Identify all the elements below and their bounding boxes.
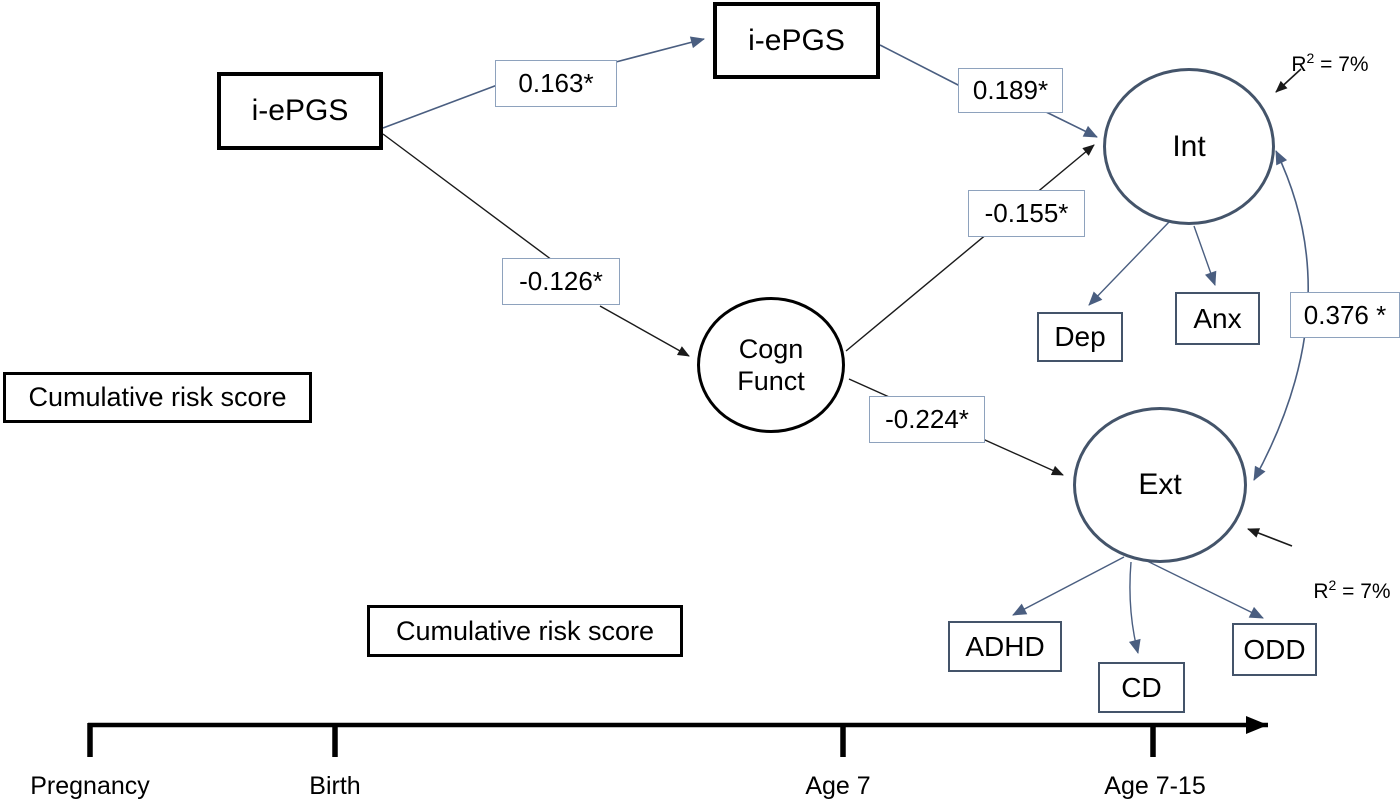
coef-cogn-to-ext-value: -0.224* bbox=[885, 404, 969, 434]
node-cumulative-risk-pregnancy: Cumulative risk score bbox=[3, 372, 312, 423]
coef-iepgs-to-iepgs-value: 0.163* bbox=[518, 68, 594, 98]
node-iepgs-pregnancy-label: i-ePGS bbox=[251, 94, 349, 127]
coef-int-ext-covariance-value: 0.376 * bbox=[1303, 299, 1387, 330]
node-odd: ODD bbox=[1232, 623, 1317, 676]
coef-cogn-to-ext: -0.224* bbox=[869, 396, 985, 443]
timeline-label-age715: Age 7-15 bbox=[1104, 772, 1206, 800]
coef-iepgs-to-int-value: 0.189* bbox=[972, 75, 1049, 105]
node-dep: Dep bbox=[1037, 312, 1123, 362]
r2-ext-annotation: R2 = 7% bbox=[1313, 577, 1391, 603]
line-iepgs-to-coef-0163 bbox=[382, 83, 501, 129]
arrow-ext-to-cd bbox=[1128, 561, 1141, 654]
node-cd-label: CD bbox=[1121, 671, 1162, 703]
arrow-ext-to-adhd bbox=[1012, 556, 1125, 616]
coef-iepgs-to-cogn-value: -0.126* bbox=[519, 266, 603, 296]
arrow-int-to-dep bbox=[1088, 220, 1171, 306]
node-adhd: ADHD bbox=[948, 621, 1062, 672]
node-iepgs-birth: i-ePGS bbox=[713, 2, 880, 79]
arrow-coef-m0126-to-cogn bbox=[599, 305, 690, 357]
node-int: Int bbox=[1103, 68, 1275, 225]
node-int-label: Int bbox=[1172, 129, 1206, 163]
arrow-coef-0189-to-int bbox=[1041, 109, 1098, 138]
coef-iepgs-to-cogn: -0.126* bbox=[502, 258, 620, 305]
node-adhd-label: ADHD bbox=[965, 630, 1045, 662]
coef-iepgs-to-iepgs: 0.163* bbox=[495, 60, 617, 107]
node-cogn-funct: Cogn Funct bbox=[697, 297, 845, 433]
node-dep-label: Dep bbox=[1054, 321, 1106, 352]
line-iepgs-top-to-coef-0189 bbox=[879, 44, 963, 88]
arrow-r2-ext-pointer bbox=[1247, 528, 1293, 547]
node-odd-label: ODD bbox=[1243, 633, 1306, 665]
node-cumulative-risk-age7: Cumulative risk score bbox=[367, 605, 683, 657]
arrow-r2-int-pointer bbox=[1275, 68, 1302, 93]
node-cd: CD bbox=[1098, 662, 1185, 713]
arrow-ext-to-odd bbox=[1140, 557, 1264, 619]
node-iepgs-pregnancy: i-ePGS bbox=[217, 72, 383, 150]
timeline-label-age7: Age 7 bbox=[805, 772, 871, 800]
node-ext: Ext bbox=[1073, 407, 1247, 563]
coef-iepgs-to-int: 0.189* bbox=[958, 68, 1063, 113]
node-ext-label: Ext bbox=[1138, 468, 1182, 501]
r2-int-annotation: R2 = 7% bbox=[1291, 50, 1369, 76]
line-iepgs-to-coef-m0126 bbox=[382, 133, 553, 261]
cumulative-risk-age7-label: Cumulative risk score bbox=[395, 615, 655, 646]
arrow-cogn-to-int bbox=[845, 144, 1095, 352]
node-cogn-funct-label: Cogn Funct bbox=[737, 333, 805, 396]
arrow-coef-0163-to-iepgs-top bbox=[611, 36, 705, 64]
arrow-int-to-anx bbox=[1193, 225, 1217, 286]
node-anx: Anx bbox=[1175, 292, 1260, 345]
cumulative-risk-pregnancy-label: Cumulative risk score bbox=[28, 382, 287, 412]
coef-cogn-to-int-value: -0.155* bbox=[984, 198, 1069, 228]
coef-cogn-to-int: -0.155* bbox=[968, 190, 1085, 237]
node-iepgs-birth-label: i-ePGS bbox=[748, 23, 845, 57]
timeline-label-birth: Birth bbox=[309, 772, 361, 800]
timeline-label-pregnancy: Pregnancy bbox=[30, 772, 150, 800]
coef-int-ext-covariance: 0.376 * bbox=[1290, 292, 1400, 338]
node-anx-label: Anx bbox=[1193, 302, 1242, 334]
